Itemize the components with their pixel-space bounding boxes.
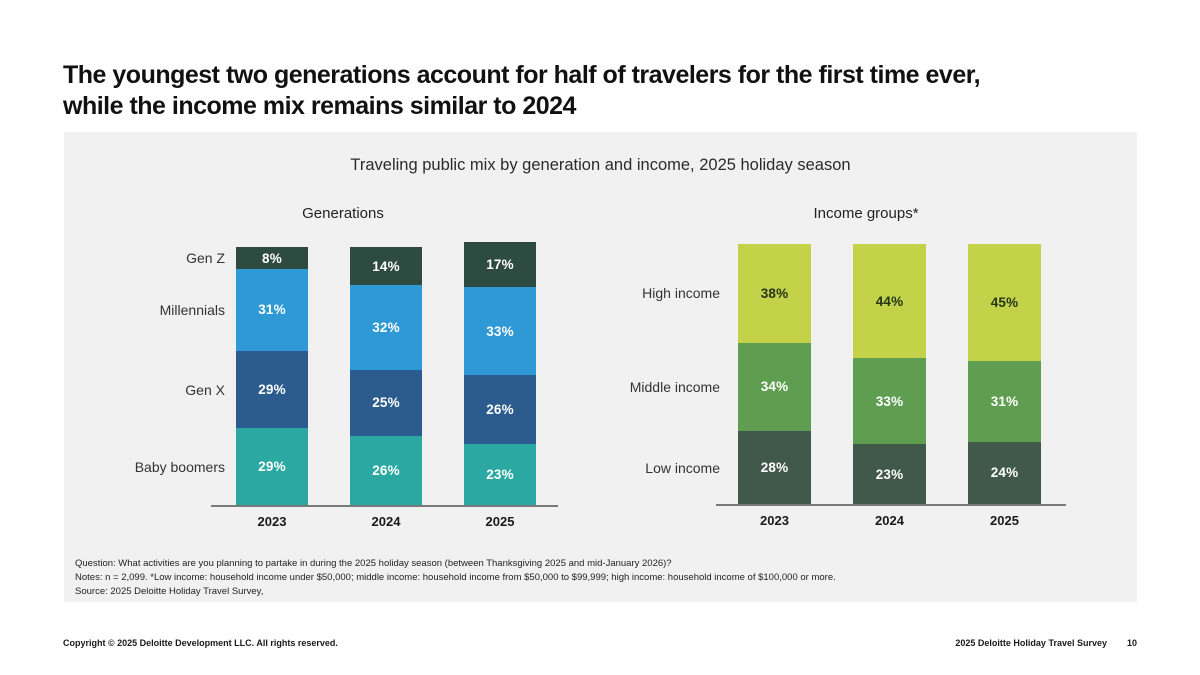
footer-survey-name: 2025 Deloitte Holiday Travel Survey	[955, 638, 1107, 648]
bar-value-label: 34%	[760, 379, 789, 395]
generations-bar-segment-2023-millennials: 31%	[236, 268, 308, 351]
income-groups-bar-segment-2025-low-income: 24%	[968, 441, 1041, 504]
bar-value-label: 31%	[258, 302, 286, 318]
bar-value-label: 17%	[486, 257, 514, 273]
footnote-source: Source: 2025 Deloitte Holiday Travel Sur…	[75, 586, 264, 597]
generations-year-label-2023: 2023	[257, 514, 287, 529]
bar-value-label: 33%	[875, 393, 904, 409]
income-groups-x-axis	[716, 504, 1066, 506]
generations-bar-segment-2025-millennials: 33%	[464, 287, 536, 375]
generations-series-label-gen-x: Gen X	[185, 381, 225, 398]
bar-value-label: 38%	[760, 285, 789, 301]
income-groups-bar-segment-2025-high-income: 45%	[968, 244, 1041, 361]
bar-value-label: 45%	[990, 295, 1019, 310]
generations-bar-segment-2025-baby-boomers: 23%	[464, 443, 536, 505]
generations-x-axis	[211, 505, 558, 507]
generations-series-label-baby-boomers: Baby boomers	[134, 458, 225, 475]
income-groups-bar-segment-2024-high-income: 44%	[853, 244, 926, 359]
income-groups-year-label-2025: 2025	[990, 513, 1019, 528]
bar-value-label: 29%	[258, 458, 286, 474]
generations-bar-segment-2023-gen-z: 8%	[236, 247, 308, 269]
slide-title-line-2: while the income mix remains similar to …	[63, 92, 576, 120]
generations-bar-segment-2023-gen-x: 29%	[236, 351, 308, 428]
bar-value-label: 28%	[760, 460, 789, 476]
bar-value-label: 29%	[258, 381, 286, 397]
income-groups-series-label-low-income: Low income	[645, 459, 720, 476]
bar-value-label: 31%	[990, 393, 1019, 409]
bar-value-label: 25%	[372, 395, 400, 411]
bar-value-label: 32%	[372, 319, 400, 335]
bar-value-label: 8%	[262, 250, 282, 266]
generations-series-label-millennials: Millennials	[159, 301, 225, 318]
generations-chart-subtitle: Generations	[302, 205, 384, 222]
footnote-question: Question: What activities are you planni…	[75, 558, 672, 569]
income-groups-series-label-middle-income: Middle income	[629, 379, 720, 395]
copyright-text: Copyright © 2025 Deloitte Development LL…	[63, 638, 338, 648]
bar-value-label: 24%	[990, 465, 1019, 481]
generations-bar-segment-2025-gen-x: 26%	[464, 374, 536, 444]
bar-value-label: 23%	[875, 466, 904, 482]
income-groups-bar-segment-2023-middle-income: 34%	[738, 342, 811, 432]
footer-right: 2025 Deloitte Holiday Travel Survey 10	[955, 638, 1137, 648]
income-groups-year-label-2023: 2023	[760, 513, 789, 528]
generations-bar-segment-2025-gen-z: 17%	[464, 242, 536, 288]
bar-value-label: 33%	[486, 323, 514, 339]
generations-bar-segment-2024-gen-x: 25%	[350, 369, 422, 436]
bar-value-label: 26%	[372, 462, 400, 478]
income-groups-bar-segment-2023-high-income: 38%	[738, 244, 811, 343]
income-groups-year-label-2024: 2024	[875, 513, 904, 528]
slide-title: The youngest two generations account for…	[63, 60, 1143, 122]
generations-bar-segment-2024-millennials: 32%	[350, 284, 422, 370]
income-groups-bar-segment-2024-low-income: 23%	[853, 444, 926, 504]
chart-footnotes: Question: What activities are you planni…	[75, 557, 1075, 599]
bar-value-label: 26%	[486, 401, 514, 417]
generations-year-label-2024: 2024	[371, 514, 401, 529]
income-groups-series-label-high-income: High income	[642, 285, 720, 302]
income-groups-bar-segment-2024-middle-income: 33%	[853, 358, 926, 445]
chart-main-title: Traveling public mix by generation and i…	[350, 156, 851, 174]
generations-bar-segment-2024-gen-z: 14%	[350, 247, 422, 285]
generations-year-label-2025: 2025	[485, 514, 515, 529]
footnote-notes: Notes: n = 2,099. *Low income: household…	[75, 572, 836, 583]
generations-bar-segment-2024-baby-boomers: 26%	[350, 435, 422, 505]
bar-value-label: 14%	[372, 258, 400, 274]
income-groups-bar-segment-2025-middle-income: 31%	[968, 361, 1041, 442]
slide-title-line-1: The youngest two generations account for…	[63, 61, 981, 89]
income-groups-chart-subtitle: Income groups*	[813, 205, 919, 222]
bar-value-label: 23%	[486, 466, 514, 482]
income-groups-bar-segment-2023-low-income: 28%	[738, 431, 811, 504]
generations-series-label-gen-z: Gen Z	[186, 250, 225, 267]
generations-bar-segment-2023-baby-boomers: 29%	[236, 428, 308, 505]
page-number: 10	[1126, 638, 1137, 648]
bar-value-label: 44%	[875, 293, 904, 309]
